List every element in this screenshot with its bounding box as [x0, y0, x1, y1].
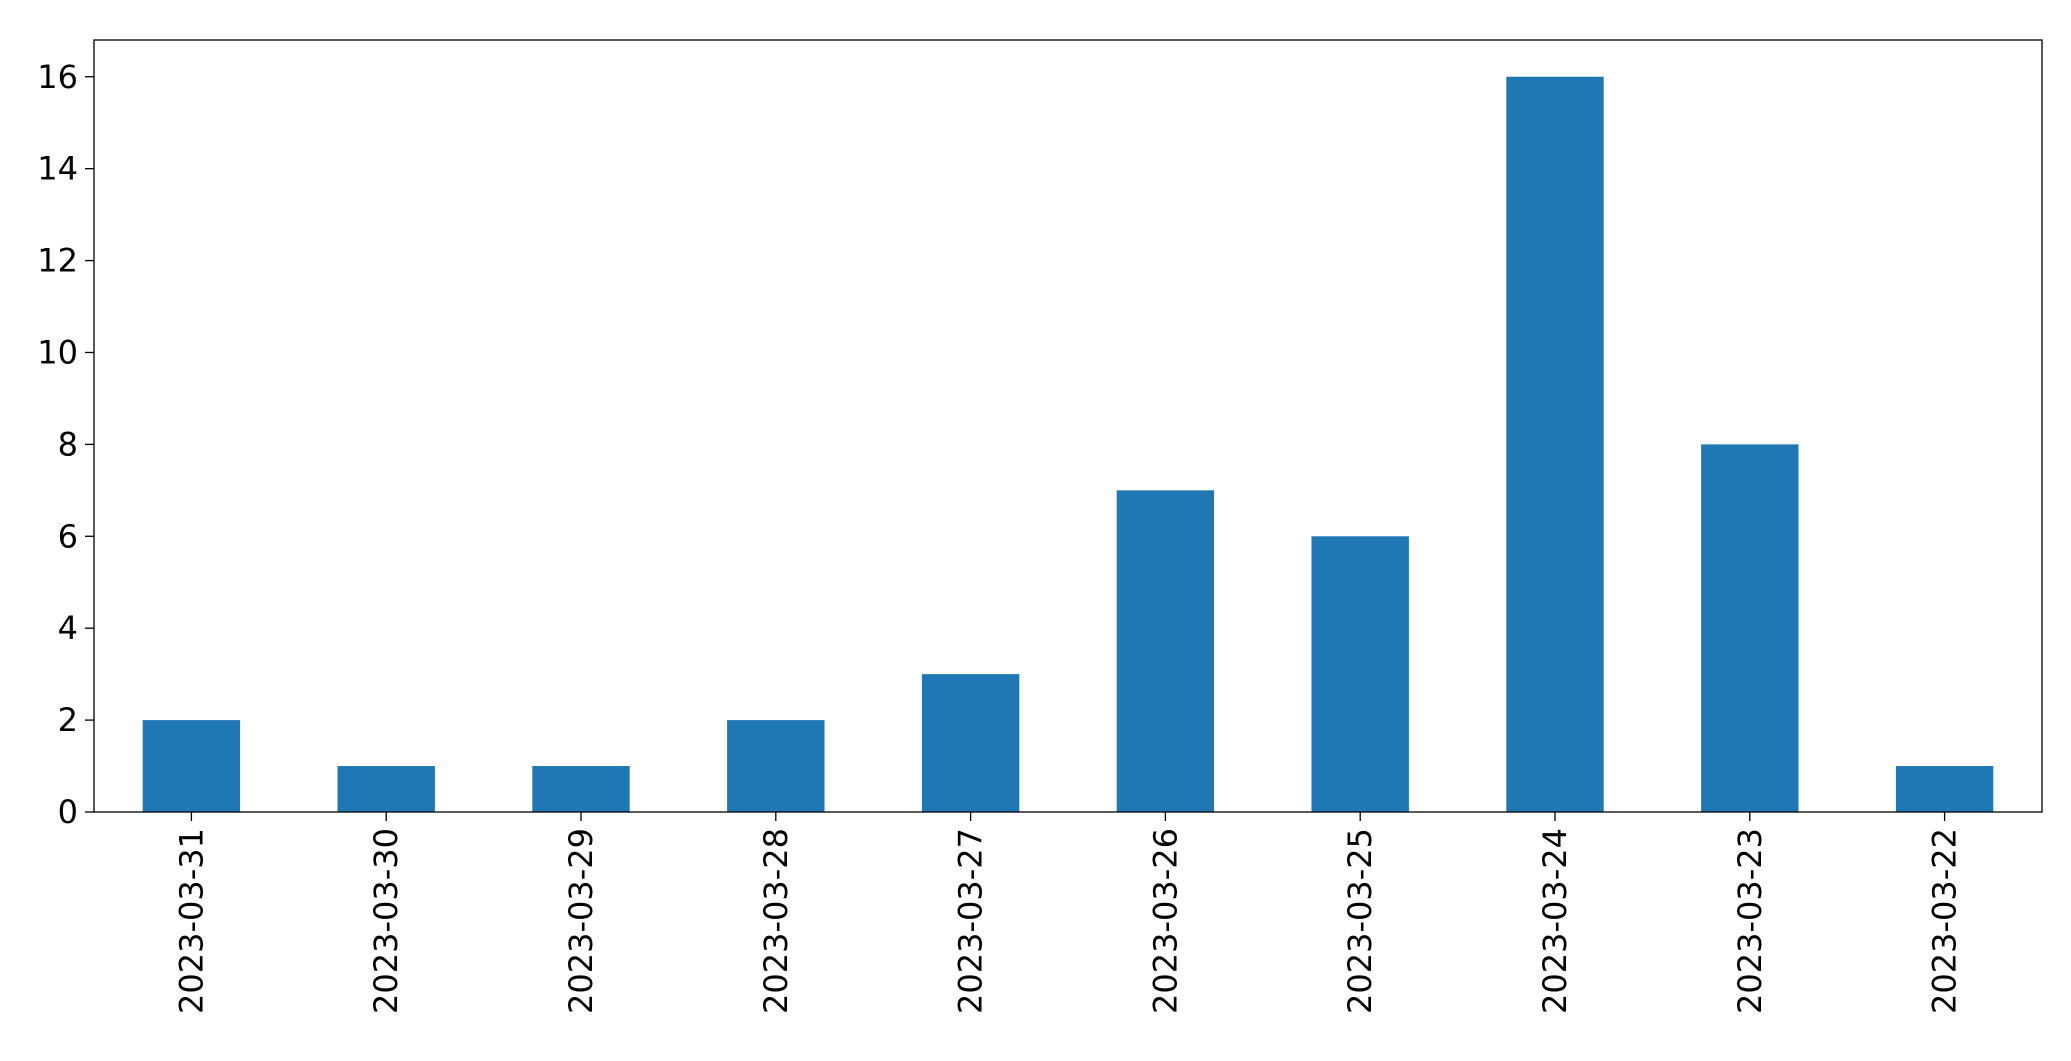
bar [1895, 766, 1994, 812]
bar [532, 766, 630, 812]
bar [337, 766, 435, 812]
x-tick-label: 2023-03-27 [952, 828, 990, 1014]
y-tick-label: 10 [37, 333, 78, 371]
x-tick-label: 2023-03-22 [1926, 828, 1964, 1014]
x-tick-label: 2023-03-30 [367, 828, 405, 1014]
y-tick-label: 14 [37, 150, 78, 188]
bar [727, 720, 825, 812]
bar [142, 720, 241, 812]
y-tick-label: 6 [58, 517, 78, 555]
x-tick-label: 2023-03-25 [1341, 828, 1379, 1014]
x-tick-label: 2023-03-31 [172, 828, 210, 1014]
x-tick-label: 2023-03-28 [757, 828, 795, 1014]
y-tick-label: 8 [58, 425, 78, 463]
bar [921, 674, 1020, 812]
x-tick-label: 2023-03-29 [562, 828, 600, 1014]
x-tick-label: 2023-03-24 [1536, 828, 1574, 1014]
x-tick-label: 2023-03-26 [1146, 828, 1184, 1014]
y-tick-label: 0 [58, 793, 78, 831]
y-tick-label: 2 [58, 701, 78, 739]
bar [1311, 536, 1409, 812]
y-tick-label: 4 [58, 609, 78, 647]
bar [1506, 76, 1604, 812]
bar [1116, 490, 1215, 812]
y-tick-label: 12 [37, 242, 78, 280]
bar [1701, 444, 1799, 812]
plot-frame [93, 39, 2043, 813]
x-tick-label: 2023-03-23 [1731, 828, 1769, 1014]
y-tick-label: 16 [37, 58, 78, 96]
